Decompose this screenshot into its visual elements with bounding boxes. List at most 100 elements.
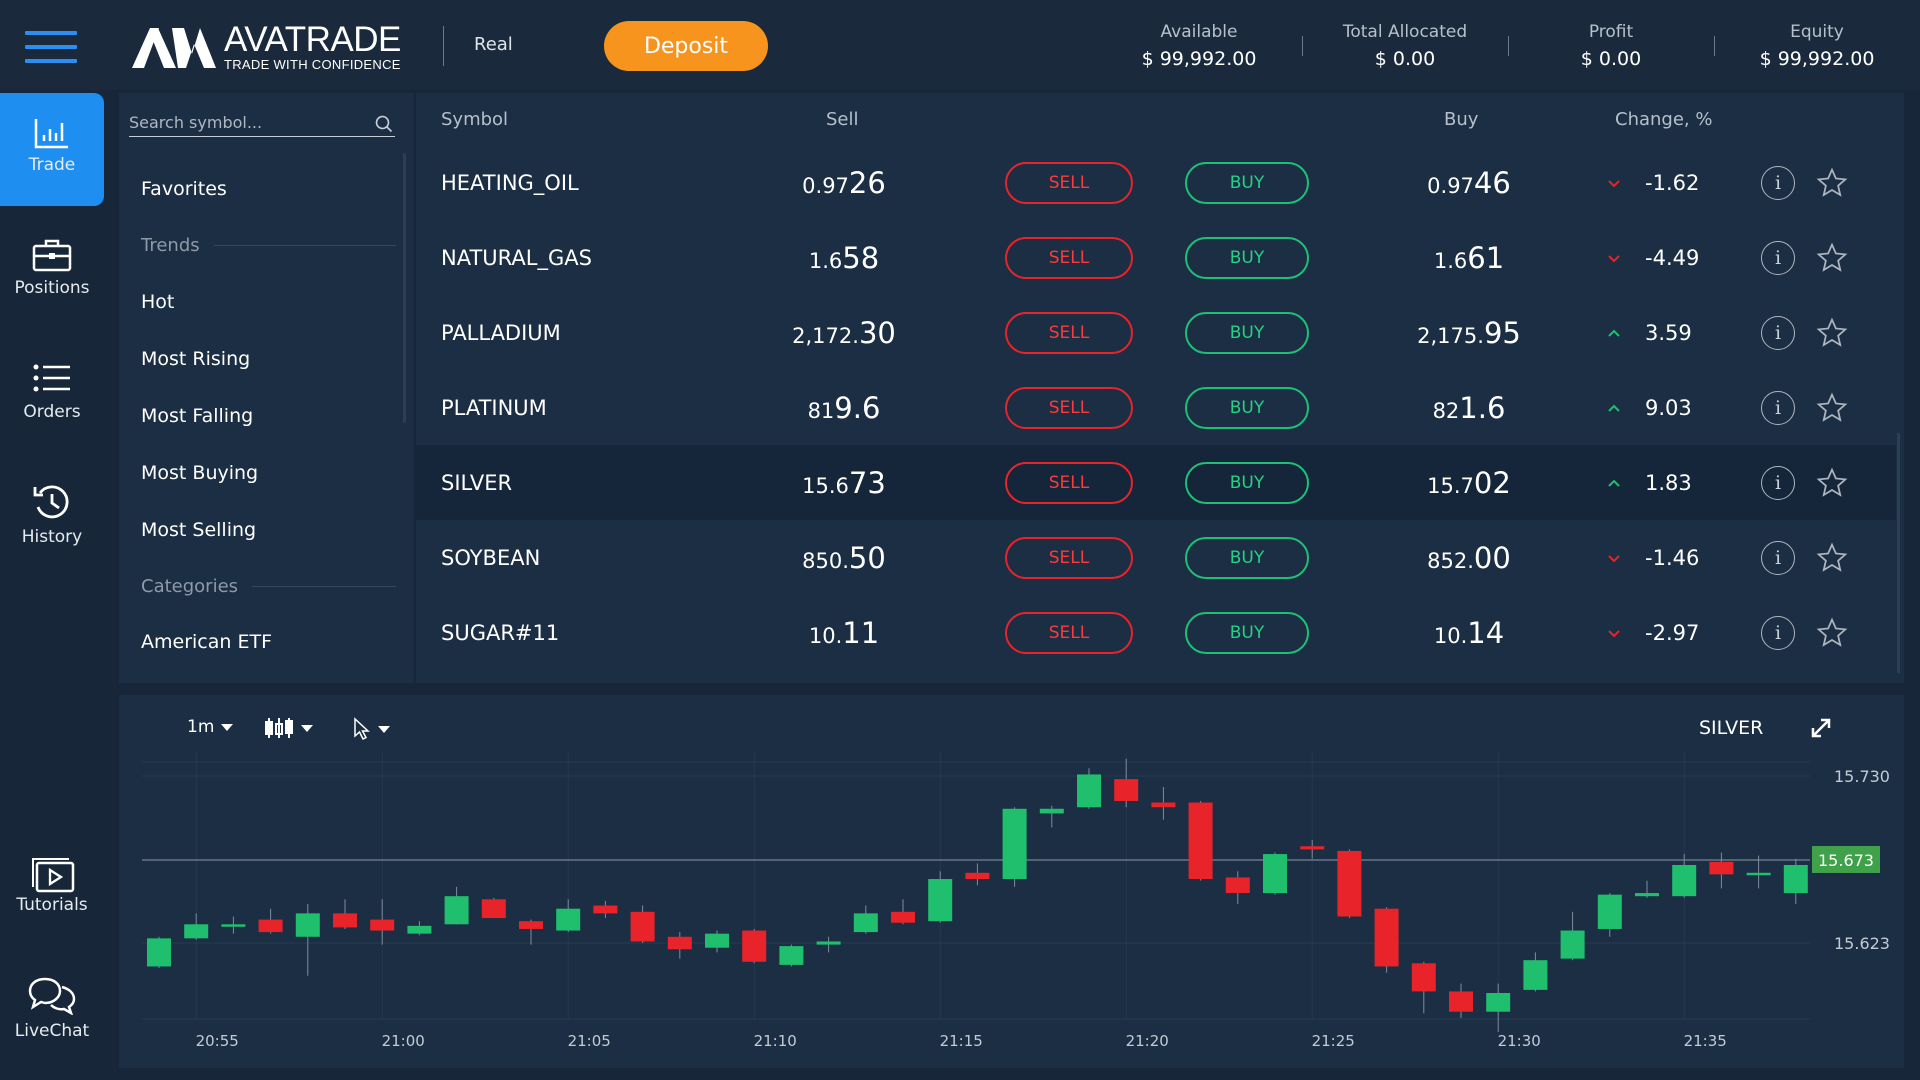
sell-button[interactable]: SELL	[1005, 236, 1133, 279]
nav-tutorials[interactable]: Tutorials	[0, 855, 104, 915]
buy-button[interactable]: BUY	[1185, 386, 1309, 429]
candle-body	[1560, 930, 1585, 959]
symbol-name[interactable]: SOYBEAN	[441, 545, 541, 570]
expand-icon[interactable]	[1809, 716, 1833, 740]
symbol-name[interactable]: HEATING_OIL	[441, 170, 579, 195]
star-icon[interactable]	[1816, 317, 1848, 349]
buy-button[interactable]: BUY	[1185, 311, 1309, 354]
column-header-sell[interactable]: Sell	[826, 109, 859, 130]
chevron-down-icon	[1608, 179, 1620, 187]
search-icon[interactable]	[375, 115, 393, 133]
candle-body	[556, 908, 581, 931]
left-navigation: Trade Positions Orders History Tutorials…	[0, 90, 104, 1080]
sidebar-item-most-falling[interactable]: Most Falling	[141, 405, 254, 427]
table-row[interactable]: PLATINUM 819.6 SELL BUY 821.6 9.03 i	[416, 370, 1896, 445]
candle-body	[1709, 861, 1734, 875]
search-input[interactable]	[129, 113, 359, 132]
buy-button[interactable]: BUY	[1185, 611, 1309, 654]
buy-button[interactable]: BUY	[1185, 461, 1309, 504]
sell-button[interactable]: SELL	[1005, 611, 1133, 654]
symbol-name[interactable]: SUGAR#11	[441, 620, 560, 645]
sidebar-scrollbar[interactable]	[403, 153, 406, 423]
interval-dropdown[interactable]: 1m	[187, 717, 234, 737]
table-scrollbar[interactable]	[1897, 433, 1900, 673]
divider	[252, 586, 396, 587]
caret-down-icon	[221, 723, 234, 731]
sell-button[interactable]: SELL	[1005, 386, 1133, 429]
info-icon[interactable]: i	[1761, 465, 1795, 500]
sidebar-item-most-buying[interactable]: Most Buying	[141, 462, 259, 484]
nav-positions[interactable]: Positions	[0, 238, 104, 298]
buy-button[interactable]: BUY	[1185, 236, 1309, 279]
info-icon[interactable]: i	[1761, 165, 1795, 200]
candle-body	[370, 919, 395, 931]
candle-body	[1672, 864, 1697, 897]
candle-body	[891, 911, 915, 923]
star-icon[interactable]	[1816, 167, 1848, 199]
change-percent: -1.46	[1645, 545, 1700, 570]
sell-button[interactable]: SELL	[1005, 161, 1133, 204]
nav-trade[interactable]: Trade	[0, 93, 104, 206]
logo-tagline: TRADE WITH CONFIDENCE	[224, 57, 401, 72]
stat-value: $ 99,992.00	[1141, 48, 1257, 70]
star-icon[interactable]	[1816, 542, 1848, 574]
sidebar-item-hot[interactable]: Hot	[141, 291, 175, 313]
price-prefix: 10.	[1433, 623, 1468, 648]
nav-orders[interactable]: Orders	[0, 362, 104, 422]
info-icon[interactable]: i	[1761, 540, 1795, 575]
buy-price: 1.661	[1369, 241, 1569, 275]
hamburger-menu-icon[interactable]	[25, 31, 77, 63]
deposit-button[interactable]: Deposit	[604, 21, 768, 71]
info-icon[interactable]: i	[1761, 315, 1795, 350]
table-row[interactable]: PALLADIUM 2,172.30 SELL BUY 2,175.95 3.59 i	[416, 295, 1896, 370]
sell-button[interactable]: SELL	[1005, 311, 1133, 354]
sell-button[interactable]: SELL	[1005, 536, 1133, 579]
candlestick-icon	[265, 718, 293, 738]
sidebar-item-most-rising[interactable]: Most Rising	[141, 348, 251, 370]
chart-type-dropdown[interactable]	[264, 717, 313, 739]
sidebar-item-favorites[interactable]: Favorites	[141, 178, 227, 200]
candlestick-chart[interactable]: 20:55 21:00 21:05 21:10 21:15 21:20 21:25 21:30…	[119, 695, 1904, 1068]
column-header-buy[interactable]: Buy	[1444, 109, 1479, 130]
symbol-name[interactable]: PALLADIUM	[441, 320, 561, 345]
price-pips: 73	[848, 465, 886, 500]
table-row[interactable]: NATURAL_GAS 1.658 SELL BUY 1.661 -4.49 i	[416, 220, 1896, 295]
buy-price: 10.14	[1369, 616, 1569, 650]
symbol-name[interactable]: SILVER	[441, 470, 513, 495]
chevron-down-icon	[1608, 629, 1620, 637]
nav-history[interactable]: History	[0, 483, 104, 547]
sell-button[interactable]: SELL	[1005, 461, 1133, 504]
symbol-name[interactable]: PLATINUM	[441, 395, 547, 420]
column-header-change[interactable]: Change, %	[1615, 109, 1713, 130]
stat-equity: Equity $ 99,992.00	[1717, 22, 1917, 70]
star-icon[interactable]	[1816, 392, 1848, 424]
star-icon[interactable]	[1816, 242, 1848, 274]
table-row[interactable]: HEATING_OIL 0.9726 SELL BUY 0.9746 -1.62 i	[416, 145, 1896, 220]
table-row[interactable]: SUGAR#11 10.11 SELL BUY 10.14 -2.97 i	[416, 595, 1896, 670]
candle-body	[1486, 992, 1511, 1012]
cursor-tool-dropdown[interactable]	[353, 717, 390, 741]
symbol-name[interactable]: NATURAL_GAS	[441, 245, 592, 270]
buy-button[interactable]: BUY	[1185, 536, 1309, 579]
sidebar-item-american-etf[interactable]: American ETF	[141, 631, 272, 653]
candle-body	[184, 924, 209, 939]
briefcase-icon	[32, 239, 72, 272]
sidebar-item-most-selling[interactable]: Most Selling	[141, 519, 257, 541]
column-header-symbol[interactable]: Symbol	[441, 109, 509, 130]
stat-available: Available $ 99,992.00	[1099, 22, 1299, 70]
table-row[interactable]: SILVER 15.673 SELL BUY 15.702 1.83 i	[416, 445, 1896, 520]
nav-livechat[interactable]: LiveChat	[0, 975, 104, 1041]
account-type[interactable]: Real	[474, 34, 513, 55]
star-icon[interactable]	[1816, 617, 1848, 649]
star-icon[interactable]	[1816, 467, 1848, 499]
buy-button[interactable]: BUY	[1185, 161, 1309, 204]
info-icon[interactable]: i	[1761, 240, 1795, 275]
info-icon[interactable]: i	[1761, 615, 1795, 650]
table-row[interactable]: SOYBEAN 850.50 SELL BUY 852.00 -1.46 i	[416, 520, 1896, 595]
candle-body	[816, 941, 841, 945]
y-tick-label: 15.623	[1834, 934, 1890, 953]
caret-down-icon	[301, 724, 313, 732]
buy-price: 821.6	[1369, 391, 1569, 425]
info-icon[interactable]: i	[1761, 390, 1795, 425]
candle-body	[1225, 877, 1250, 894]
